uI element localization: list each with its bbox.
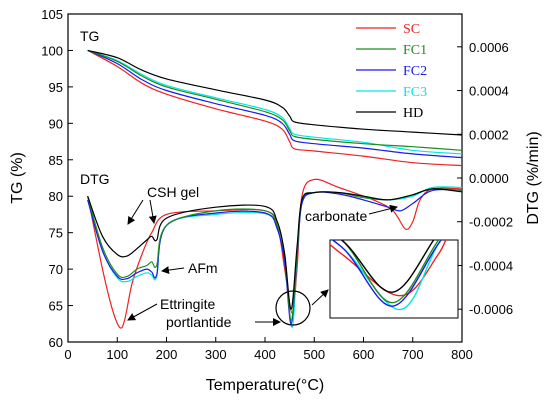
legend: SC FC1 FC2 FC3 HD — [356, 22, 427, 121]
dtg-line-fc1 — [87, 188, 462, 321]
inset-line-fc3 — [331, 240, 442, 311]
axes: 0 100 200 300 400 500 600 700 800 60 65 70 75 80 85 90 9… — [41, 7, 513, 362]
tg-line-fc3 — [87, 49, 462, 155]
dtg-line-fc2 — [87, 188, 462, 325]
inset-layer — [330, 240, 447, 311]
y-left-tick-label: 100 — [41, 43, 63, 58]
annotation-portlandite: portlantide — [166, 314, 232, 330]
y-right-tick-label: 0.0002 — [469, 127, 509, 142]
dtg-panel-label: DTG — [80, 171, 110, 187]
inset-frame — [329, 239, 459, 319]
tg-line-sc — [87, 49, 462, 167]
x-tick-label: 200 — [156, 347, 178, 362]
tg-panel-label: TG — [80, 28, 99, 44]
y-left-tick-label: 105 — [41, 7, 63, 22]
x-tick-label: 400 — [254, 347, 276, 362]
y-right-tick-label: 0.0000 — [469, 171, 509, 186]
legend-label-fc2: FC2 — [403, 64, 427, 79]
legend-label-fc1: FC1 — [403, 43, 427, 58]
dtg-line-sc — [87, 178, 462, 329]
y-right-tick-label: 0.0006 — [469, 40, 509, 55]
x-tick-label: 800 — [451, 347, 473, 362]
inset-line-fc2 — [331, 240, 442, 307]
y-left-tick-label: 80 — [49, 189, 63, 204]
y-left-tick-label: 65 — [49, 299, 63, 314]
x-tick-label: 700 — [402, 347, 424, 362]
y-left-tick-label: 85 — [49, 153, 63, 168]
tg-line-fc1 — [87, 49, 462, 151]
dtg-line-hd — [87, 188, 462, 310]
y-right-tick-label: -0.0002 — [469, 215, 513, 230]
annotation-carbonate: carbonate — [305, 208, 367, 224]
y-left-tick-label: 70 — [49, 262, 63, 277]
magnifier-circle — [275, 290, 311, 326]
y-right-tick-label: 0.0004 — [469, 84, 509, 99]
x-tick-label: 300 — [205, 347, 227, 362]
inset-line-sc — [330, 240, 447, 297]
arrow-csh-2 — [148, 199, 157, 224]
legend-label-fc3: FC3 — [403, 85, 427, 100]
x-tick-label: 0 — [64, 347, 71, 362]
inset-line-fc1 — [340, 240, 440, 304]
y-right-tick-label: -0.0004 — [469, 258, 513, 273]
annotation-ettringite: Ettringite — [160, 296, 215, 312]
series-layer — [87, 49, 462, 329]
y-right-tick-label: -0.0006 — [469, 302, 513, 317]
y-left-axis-title: TG (%) — [9, 152, 26, 204]
inset-line-hd — [340, 240, 435, 293]
x-tick-label: 100 — [106, 347, 128, 362]
magnifier-arrow — [311, 289, 329, 306]
arrow-csh-1 — [127, 199, 144, 225]
y-left-tick-label: 90 — [49, 116, 63, 131]
y-left-tick-label: 95 — [49, 80, 63, 95]
annotation-afm: AFm — [188, 260, 218, 276]
arrow-ettringite — [127, 303, 158, 321]
x-tick-label: 500 — [303, 347, 325, 362]
annotation-csh: CSH gel — [147, 184, 199, 200]
tg-line-fc2 — [87, 49, 462, 159]
y-left-tick-label: 60 — [49, 335, 63, 350]
y-left-tick-label: 75 — [49, 226, 63, 241]
tg-line-hd — [87, 49, 462, 136]
x-axis-title: Temperature(°C) — [206, 377, 324, 394]
y-right-axis-title: DTG (%/min) — [525, 131, 542, 224]
legend-label-sc: SC — [403, 22, 420, 37]
arrow-carbonate — [368, 204, 398, 215]
x-tick-label: 600 — [353, 347, 375, 362]
arrow-afm — [161, 266, 185, 275]
legend-label-hd: HD — [403, 106, 423, 121]
